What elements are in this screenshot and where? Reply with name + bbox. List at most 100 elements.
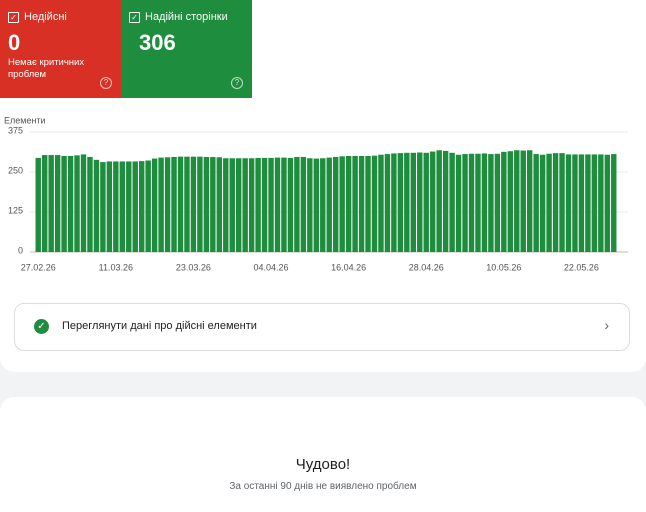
bar xyxy=(591,154,598,252)
bar xyxy=(462,154,468,252)
bar xyxy=(533,154,539,252)
bar xyxy=(41,155,48,252)
check-icon: ✓ xyxy=(34,319,49,334)
bar xyxy=(287,157,294,252)
x-tick-label: 22.05.26 xyxy=(564,262,599,272)
bar xyxy=(113,161,119,252)
bar xyxy=(565,154,572,252)
bar xyxy=(514,150,520,252)
bar xyxy=(391,153,397,252)
bar xyxy=(539,154,546,252)
card-value: 306 xyxy=(139,30,176,55)
bar xyxy=(190,156,197,252)
bar xyxy=(313,158,320,252)
bar xyxy=(197,156,203,252)
bar xyxy=(184,156,190,252)
bar xyxy=(93,159,100,252)
bar xyxy=(397,153,404,252)
bar xyxy=(248,158,255,252)
bar xyxy=(145,160,151,252)
bar xyxy=(455,154,462,252)
y-axis-label: Елементи xyxy=(4,115,46,125)
bar xyxy=(365,156,371,252)
checkbox[interactable]: ✓ xyxy=(129,12,140,23)
card-subtitle: Немає критичних проблем xyxy=(8,57,85,80)
bar xyxy=(100,162,106,252)
link-label: Переглянути дані про дійсні елементи xyxy=(62,320,257,332)
bar xyxy=(488,154,494,252)
bar xyxy=(229,158,235,252)
bar xyxy=(371,155,378,252)
bar xyxy=(468,153,475,252)
bar xyxy=(332,156,339,252)
bar xyxy=(274,157,281,252)
bar xyxy=(119,161,126,252)
bar xyxy=(475,153,481,252)
status-title: Чудово! xyxy=(295,456,351,473)
bar xyxy=(358,156,365,252)
bar xyxy=(326,157,332,252)
bar xyxy=(281,157,287,252)
bar xyxy=(578,154,585,252)
bar xyxy=(339,156,345,252)
x-tick-label: 27.02.26 xyxy=(21,262,56,272)
bar xyxy=(526,150,533,252)
bar xyxy=(598,154,604,252)
bar xyxy=(294,156,300,252)
x-tick-label: 11.03.26 xyxy=(99,262,133,272)
bar xyxy=(126,161,132,252)
bar xyxy=(410,152,417,252)
bar xyxy=(138,161,145,252)
bar xyxy=(177,156,184,252)
bar xyxy=(67,156,74,252)
bar xyxy=(300,156,307,252)
x-tick-label: 28.04.26 xyxy=(409,262,444,272)
bar xyxy=(61,156,67,252)
card-title: Надійні сторінки xyxy=(145,11,228,23)
bar xyxy=(255,157,261,252)
bar xyxy=(151,158,158,252)
bar xyxy=(106,161,113,252)
card-value: 0 xyxy=(8,30,21,55)
status-message: За останні 90 днів не виявлено проблем xyxy=(229,481,417,492)
view-link[interactable]: ✓ Переглянути дані про дійсні елементи › xyxy=(14,303,630,351)
bar xyxy=(345,156,352,252)
bar xyxy=(384,154,391,252)
bar xyxy=(423,152,429,252)
bar xyxy=(604,154,611,252)
bar xyxy=(74,155,80,252)
bar xyxy=(481,153,488,252)
x-tick-label: 10.05.26 xyxy=(486,262,521,272)
chevron: › xyxy=(604,317,609,333)
bar xyxy=(552,153,559,252)
bar xyxy=(585,154,591,252)
x-tick-label: 16.04.26 xyxy=(331,262,366,272)
bar xyxy=(352,156,358,252)
invalid-card[interactable]: ✓ Недійсні 0 Немає критичних проблем ? xyxy=(0,0,121,98)
bar xyxy=(210,156,216,252)
bar xyxy=(611,154,617,252)
bar xyxy=(164,157,171,252)
bar xyxy=(216,157,223,252)
bar xyxy=(48,155,54,252)
report-panel: ✓ Недійсні 0 Немає критичних проблем ? ✓… xyxy=(0,0,646,372)
bar xyxy=(417,152,423,252)
help-icon[interactable]: ? xyxy=(231,77,243,89)
bar xyxy=(546,153,552,252)
bar xyxy=(449,152,455,252)
valid-card[interactable]: ✓ Надійні сторінки 306 ? xyxy=(121,0,252,98)
bar xyxy=(507,151,514,252)
help-icon[interactable]: ? xyxy=(100,77,112,89)
bar xyxy=(235,158,242,252)
bar xyxy=(572,154,578,252)
y-tick-label: 375 xyxy=(8,125,23,135)
bar xyxy=(158,157,164,252)
bar xyxy=(501,151,507,252)
y-tick-label: 125 xyxy=(8,205,23,215)
bar xyxy=(80,154,87,252)
bar xyxy=(268,157,274,252)
checkbox[interactable]: ✓ xyxy=(8,12,19,23)
bar xyxy=(320,158,326,252)
bar xyxy=(35,157,41,252)
